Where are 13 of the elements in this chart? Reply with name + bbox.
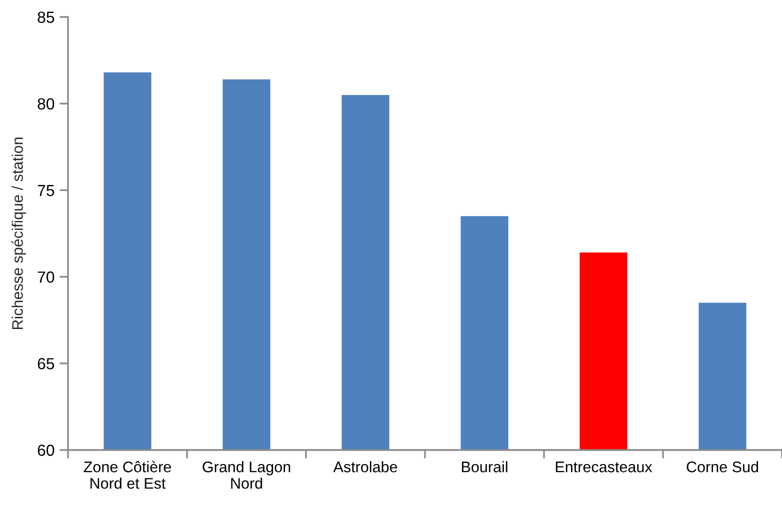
x-tick-label: Bourail <box>462 461 508 472</box>
y-tick-label: 85 <box>38 12 54 23</box>
x-tick-label: Astrolabe <box>333 461 398 472</box>
y-tick-label: 80 <box>38 98 54 110</box>
y-tick-label: 70 <box>38 271 54 283</box>
y-tick-label: 60 <box>38 444 54 456</box>
y-tick-label: 75 <box>38 185 54 196</box>
x-tick-label: Entrecasteaux <box>556 462 652 472</box>
x-tick-label: Grand Lagon Nord <box>202 461 290 489</box>
y-tick-label: 65 <box>38 358 54 370</box>
x-tick-label: Zone Côtière Nord et Est <box>84 460 171 489</box>
y-axis-title: Richesse spécifique / station <box>12 138 26 330</box>
x-tick-label: Corne Sud <box>686 461 758 472</box>
